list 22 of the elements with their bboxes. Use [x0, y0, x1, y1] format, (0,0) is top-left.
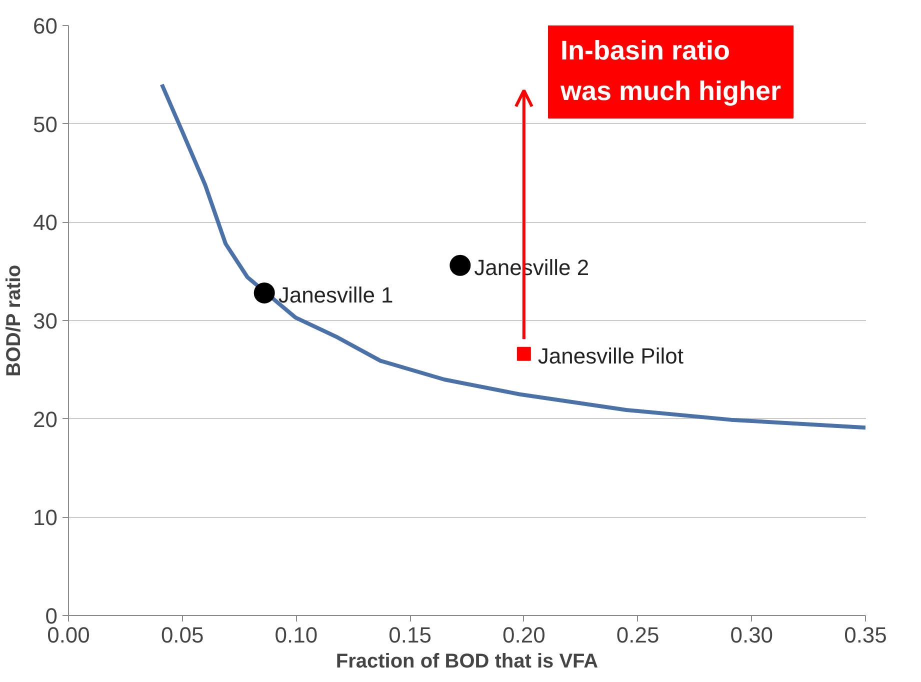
x-tick-label: 0.35 [844, 622, 887, 648]
x-tick-label: 0.20 [502, 622, 546, 648]
y-tick-label: 20 [33, 406, 58, 432]
x-tick-label: 0.10 [274, 622, 318, 648]
y-tick-label: 40 [33, 210, 58, 236]
x-tick-label: 0.30 [730, 622, 774, 648]
annotation: In-basin ratio was much higher [560, 36, 782, 106]
series-label: Janesville Pilot [538, 343, 684, 368]
x-tick-label: 0.25 [616, 622, 660, 648]
line-series [160, 82, 866, 430]
y-tick-label: 30 [33, 308, 58, 334]
x-tick-label: 0.05 [160, 622, 204, 648]
point [254, 282, 275, 304]
x-tick-label: 0.15 [388, 622, 432, 648]
y-tick-label: 10 [33, 505, 58, 530]
series-label: Janesville 1 [278, 282, 394, 308]
y-axis-title: BOD/P ratio [3, 264, 26, 377]
point [450, 254, 471, 276]
y-tick-label: 50 [33, 112, 58, 137]
point [516, 346, 531, 361]
y-tick-label: 60 [33, 14, 58, 38]
x-axis-title: Fraction of BOD that is VFA [336, 650, 598, 672]
